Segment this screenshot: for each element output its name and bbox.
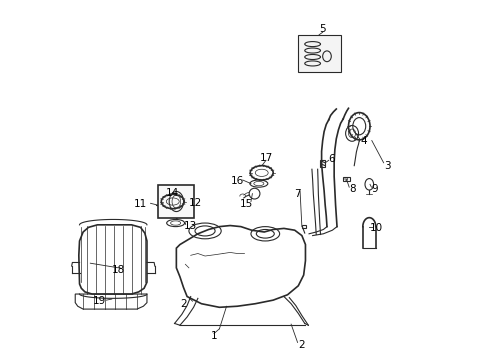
Text: 2: 2 (180, 299, 186, 309)
Text: 9: 9 (370, 184, 377, 194)
Text: 1: 1 (210, 331, 217, 341)
Bar (343, 177, 349, 181)
Text: 13: 13 (183, 221, 197, 231)
Text: 11: 11 (134, 199, 147, 210)
Text: 3: 3 (384, 161, 390, 171)
Text: 4: 4 (360, 136, 366, 145)
Bar (158, 185, 193, 218)
Text: 19: 19 (92, 296, 106, 306)
Text: 17: 17 (259, 153, 272, 163)
Bar (319, 160, 325, 167)
Text: 15: 15 (239, 199, 252, 209)
Text: 8: 8 (348, 184, 355, 194)
Bar (301, 225, 305, 228)
Text: 16: 16 (230, 176, 244, 186)
Text: 18: 18 (111, 265, 124, 275)
Bar (297, 35, 340, 72)
Text: 14: 14 (166, 188, 179, 198)
Text: 2: 2 (298, 340, 305, 350)
Text: 12: 12 (188, 198, 201, 208)
Text: 5: 5 (319, 24, 325, 35)
Text: 6: 6 (327, 154, 334, 164)
Text: 7: 7 (294, 189, 300, 199)
Text: 10: 10 (369, 224, 382, 233)
